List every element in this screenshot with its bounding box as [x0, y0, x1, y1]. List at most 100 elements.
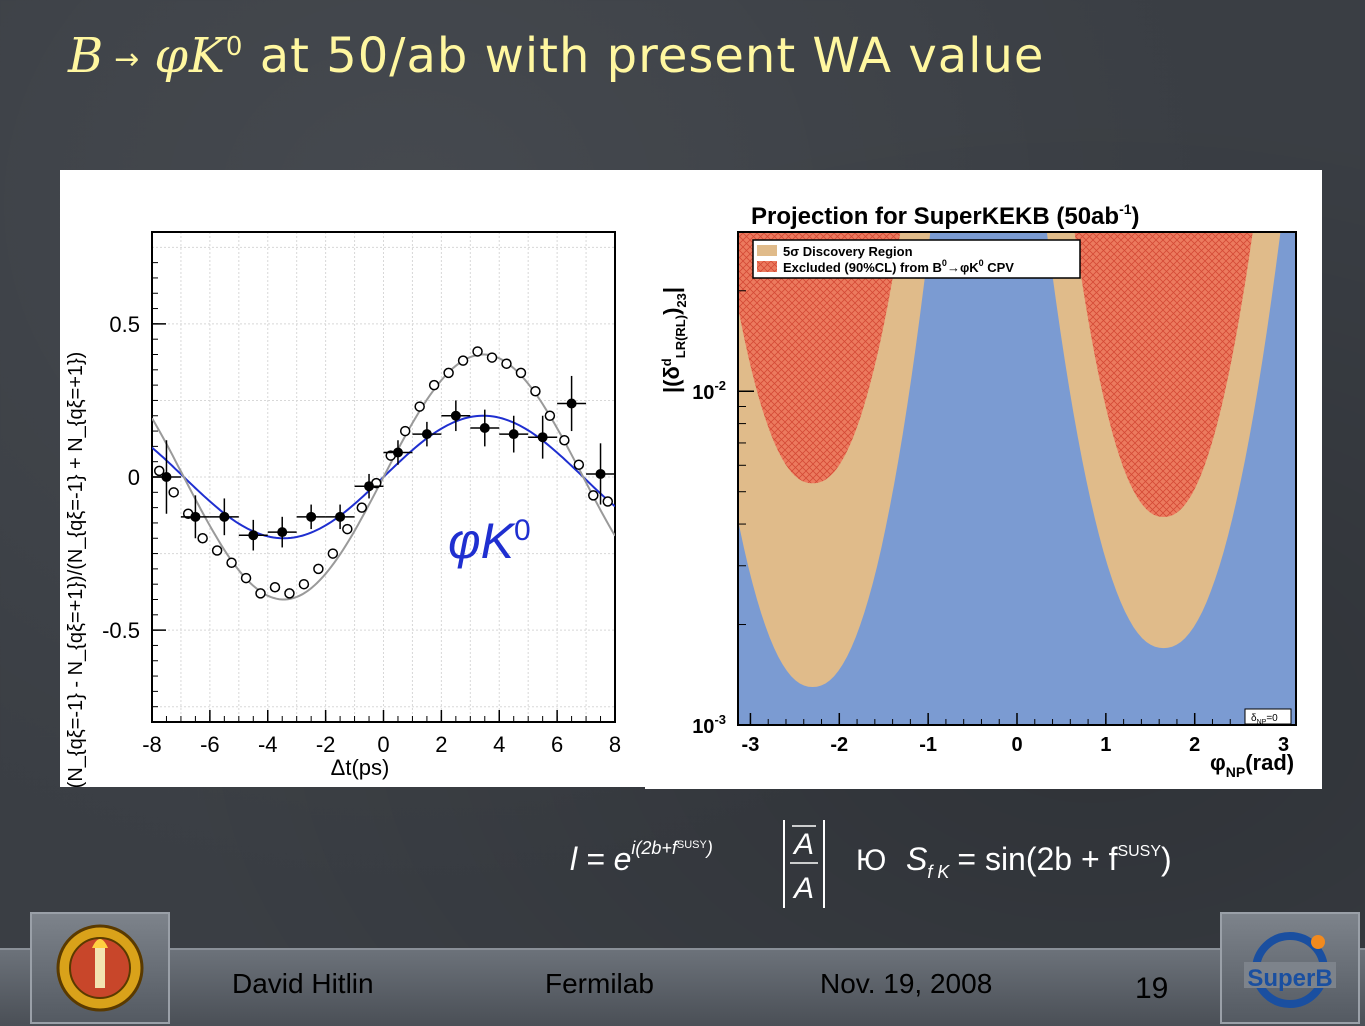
filled-data-point [161, 472, 172, 482]
page-number: 19 [1135, 972, 1169, 1005]
implies-symbol: Ю [856, 844, 886, 877]
open-data-point [501, 358, 512, 369]
open-data-point [226, 557, 237, 568]
asymmetry-chart-panel: -8 -6 -4 -2 0 2 4 6 8 -0.5 0 0.5 Δt(ps) (N_{qξ=-1} … [60, 170, 678, 788]
legend: 5σ Discovery Region Excluded (90%CL) fro… [752, 239, 1081, 279]
filled-data-point [421, 429, 432, 440]
x-tick-label: 0 [1011, 734, 1022, 756]
filled-data-point [450, 410, 461, 421]
x-tick-label: -8 [142, 732, 162, 757]
filled-data-point [190, 511, 201, 522]
x-tick-label: 0 [377, 732, 389, 757]
filled-data-point [364, 481, 375, 492]
projection-y-axis-label: |(δdLR(RL))23| [659, 287, 689, 393]
filled-data-point [306, 511, 317, 522]
footer-author: David Hitlin [232, 968, 374, 999]
open-data-point [269, 582, 281, 593]
y-tick-label: 10-2 [692, 378, 726, 404]
x-tick-label: 2 [1189, 734, 1200, 756]
x-tick-label: -4 [258, 732, 278, 757]
corner-label-box: δNP=0 [1244, 708, 1292, 726]
y-tick-label: -0.5 [102, 618, 140, 643]
open-data-point [515, 367, 527, 379]
filled-data-point [248, 530, 259, 541]
y-tick-label: 0 [128, 465, 140, 490]
footer-venue: Fermilab [545, 968, 654, 999]
x-tick-label: 6 [551, 732, 563, 757]
filled-data-point [595, 468, 606, 479]
open-data-point [588, 490, 599, 501]
title-text: at 50/ab with present WA value [243, 28, 1045, 84]
excluded-region [1074, 232, 1253, 517]
x-axis-label: Δt(ps) [331, 755, 390, 780]
open-data-point [356, 502, 368, 513]
projection-chart-panel: Projection for SuperKEKB (50ab-1) -3 -2 -1… [645, 170, 1322, 789]
legend-swatch-excluded [757, 261, 777, 272]
open-data-point [559, 435, 570, 446]
open-data-point [342, 523, 353, 535]
open-data-point [153, 465, 165, 477]
fraction-denominator: A [792, 872, 814, 905]
open-data-point [255, 588, 266, 599]
filled-data-point [392, 447, 403, 458]
open-data-point [399, 425, 411, 437]
filled-data-point [566, 398, 577, 409]
projection-chart-title: Projection for SuperKEKB (50ab-1) [751, 201, 1140, 230]
footer-date: Nov. 19, 2008 [820, 968, 993, 999]
open-data-point [414, 401, 425, 412]
caltech-seal-icon [56, 924, 144, 1012]
filled-data-point [508, 429, 519, 440]
filled-data-point [479, 423, 490, 433]
x-tick-label: -3 [742, 734, 760, 756]
fit-curve-gray [152, 353, 615, 601]
title-sup: 0 [225, 32, 244, 62]
open-data-point [313, 563, 324, 575]
formula-rhs: Sf K = sin(2b + fSUSY) [906, 841, 1172, 882]
footer-bar [0, 948, 1365, 1026]
open-data-point [486, 352, 498, 363]
y-tick-label: 0.5 [109, 312, 140, 337]
x-tick-label: -2 [830, 734, 848, 756]
open-data-point [284, 588, 295, 599]
open-data-point [240, 572, 252, 584]
filled-data-point [277, 527, 288, 538]
open-data-point [573, 459, 585, 470]
excluded-region [738, 232, 901, 484]
projection-x-axis-label: φNP(rad) [1210, 750, 1294, 780]
legend-swatch-discovery [757, 245, 777, 256]
corner-label: δNP=0 [1251, 713, 1278, 726]
asymmetry-chart: -8 -6 -4 -2 0 2 4 6 8 -0.5 0 0.5 Δt(ps) (N_{qξ=-1} … [65, 231, 621, 788]
open-data-point [472, 346, 483, 357]
slide-title: B → φK0 at 50/ab with present WA value [68, 28, 1044, 92]
projection-chart: Projection for SuperKEKB (50ab-1) -3 -2 -1… [659, 201, 1297, 780]
open-data-point [428, 379, 440, 391]
open-data-point [197, 533, 208, 544]
open-data-point [602, 496, 614, 507]
formula-lhs: l = ei(2b+fSUSY) [570, 838, 713, 877]
fraction-numerator: A [792, 828, 814, 861]
svg-text:SuperB: SuperB [1247, 965, 1332, 992]
superb-logo: SuperB [1220, 912, 1360, 1024]
open-data-point [544, 410, 556, 421]
filled-data-point [219, 511, 230, 522]
y-axis-label: (N_{qξ=-1} - N_{qξ=+1})/(N_{qξ=-1} + N_{… [65, 352, 87, 787]
cp-asymmetry-formula: l = ei(2b+fSUSY) A A Ю Sf K = sin(2b + fS… [570, 812, 1270, 912]
x-tick-label: 1 [1100, 734, 1111, 756]
arrow-icon: → [114, 41, 141, 77]
superb-logo-icon: SuperB [1244, 932, 1336, 1008]
open-data-point [168, 487, 179, 498]
open-data-point [298, 578, 310, 590]
open-data-point [327, 548, 339, 559]
x-tick-label: 4 [493, 732, 505, 757]
open-data-point [530, 386, 541, 397]
x-tick-label: -2 [316, 732, 336, 757]
x-tick-label: 2 [435, 732, 447, 757]
x-tick-label: -1 [919, 734, 937, 756]
filled-data-point [537, 432, 548, 443]
title-b-symbol: B [68, 28, 105, 84]
caltech-logo [30, 912, 170, 1024]
open-data-point [457, 355, 469, 366]
filled-data-point [335, 511, 346, 522]
phi-k0-annotation: φK0 [448, 513, 531, 569]
y-tick-label: 10-3 [692, 712, 726, 738]
